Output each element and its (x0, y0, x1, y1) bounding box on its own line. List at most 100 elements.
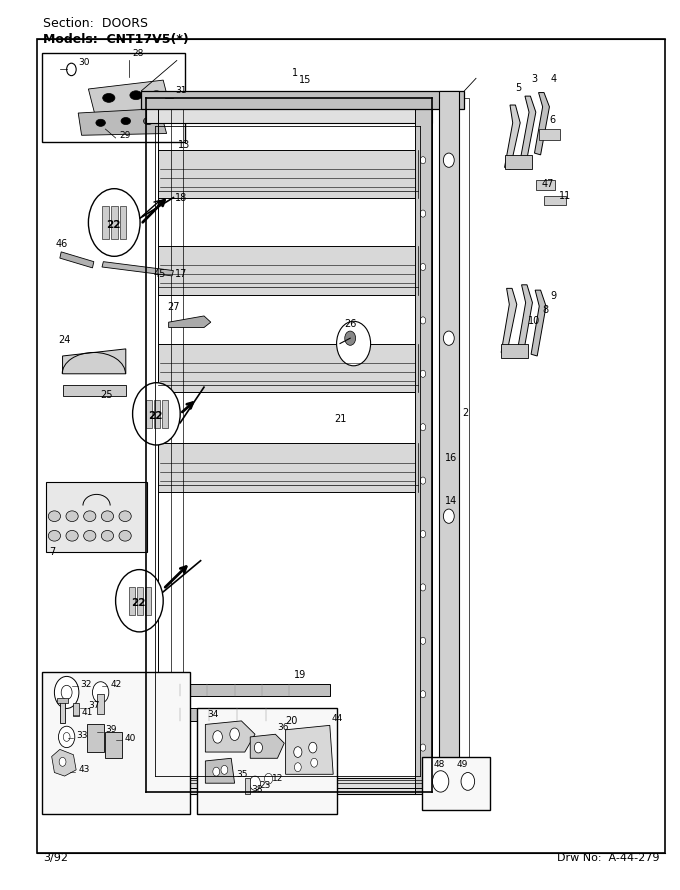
Polygon shape (517, 285, 532, 356)
Bar (183, 98, 469, 780)
Bar (158, 246, 418, 295)
Text: 29: 29 (119, 131, 131, 140)
Circle shape (420, 637, 426, 644)
Text: 26: 26 (344, 320, 356, 329)
Text: 19: 19 (294, 670, 306, 680)
Bar (63, 385, 126, 396)
Circle shape (420, 263, 426, 271)
Text: 11: 11 (559, 191, 571, 201)
Text: 17: 17 (175, 270, 188, 279)
Circle shape (265, 773, 273, 784)
Text: 12: 12 (272, 774, 284, 783)
Polygon shape (520, 96, 536, 162)
Circle shape (59, 757, 66, 766)
Circle shape (133, 383, 180, 445)
Text: 27: 27 (167, 302, 180, 312)
Text: 7: 7 (49, 547, 55, 557)
Ellipse shape (48, 530, 61, 541)
Circle shape (213, 767, 220, 776)
Circle shape (294, 747, 302, 757)
Text: 45: 45 (154, 270, 166, 279)
Circle shape (221, 765, 228, 774)
Circle shape (420, 744, 426, 751)
Ellipse shape (84, 511, 96, 522)
Circle shape (250, 776, 260, 790)
Text: 37: 37 (88, 701, 100, 710)
Text: 31: 31 (175, 86, 187, 95)
Bar (167, 93, 172, 111)
Bar (173, 684, 330, 696)
Circle shape (420, 157, 426, 164)
Circle shape (294, 763, 301, 772)
Text: 22: 22 (106, 220, 120, 230)
Text: 47: 47 (541, 179, 554, 189)
Text: 3/92: 3/92 (43, 854, 68, 863)
Ellipse shape (150, 91, 163, 100)
Text: 1: 1 (292, 69, 299, 78)
Bar (197, 708, 337, 814)
Circle shape (58, 726, 75, 748)
Polygon shape (205, 721, 255, 752)
Text: 38: 38 (252, 785, 263, 794)
Circle shape (54, 676, 79, 708)
Bar (97, 694, 104, 714)
Circle shape (311, 758, 318, 767)
Circle shape (443, 509, 454, 523)
Bar (105, 732, 122, 758)
Polygon shape (102, 262, 173, 276)
Bar (145, 587, 151, 615)
Polygon shape (505, 105, 520, 169)
Circle shape (420, 530, 426, 538)
Circle shape (254, 742, 262, 753)
Text: 4: 4 (551, 74, 557, 84)
Bar (158, 150, 418, 198)
Text: 22: 22 (148, 411, 163, 421)
Ellipse shape (143, 117, 153, 125)
Bar (162, 400, 168, 428)
Text: 25: 25 (101, 391, 113, 400)
Text: 3: 3 (532, 74, 538, 84)
Bar (46, 482, 147, 552)
Text: 8: 8 (543, 305, 549, 315)
Text: 13: 13 (178, 140, 190, 150)
Text: 23: 23 (260, 781, 271, 790)
Circle shape (230, 728, 239, 740)
Ellipse shape (96, 119, 105, 126)
Polygon shape (501, 288, 517, 354)
Ellipse shape (119, 511, 131, 522)
Bar (158, 443, 418, 492)
Circle shape (420, 370, 426, 377)
Ellipse shape (66, 511, 78, 522)
Text: 9: 9 (551, 291, 557, 301)
Bar (73, 703, 79, 716)
Bar (505, 155, 532, 169)
Bar (173, 708, 309, 721)
Ellipse shape (121, 117, 131, 125)
Bar (245, 778, 250, 794)
Text: 18: 18 (175, 193, 188, 203)
Text: 36: 36 (277, 723, 289, 732)
Circle shape (420, 317, 426, 324)
Circle shape (420, 210, 426, 217)
Polygon shape (531, 290, 546, 356)
Ellipse shape (101, 511, 114, 522)
Text: 42: 42 (110, 680, 122, 689)
Text: 41: 41 (82, 708, 93, 717)
Text: 40: 40 (124, 734, 136, 743)
Text: 28: 28 (133, 49, 144, 58)
Ellipse shape (130, 91, 142, 100)
Polygon shape (63, 349, 126, 374)
Ellipse shape (84, 530, 96, 541)
Polygon shape (60, 252, 94, 268)
Text: 34: 34 (207, 710, 219, 719)
Circle shape (420, 477, 426, 484)
Bar (60, 700, 65, 723)
Circle shape (443, 331, 454, 345)
Bar (146, 107, 432, 123)
Ellipse shape (48, 511, 61, 522)
Text: 5: 5 (515, 83, 522, 93)
Polygon shape (169, 316, 211, 328)
Text: 49: 49 (457, 760, 469, 769)
Circle shape (443, 153, 454, 167)
Circle shape (309, 742, 317, 753)
